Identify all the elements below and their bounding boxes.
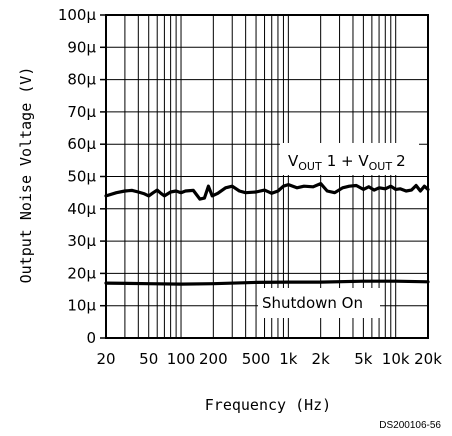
y-tick-label: 60µ (67, 135, 96, 153)
x-tick-label: 5k (354, 350, 373, 368)
x-tick-label: 50 (139, 350, 158, 368)
y-tick-label: 0 (86, 329, 96, 347)
figure-code: DS200106-56 (379, 420, 441, 431)
series-2-label: Shutdown On (262, 294, 363, 312)
series-2-line (104, 279, 430, 286)
y-tick-label: 50µ (67, 168, 96, 186)
y-tick-label: 80µ (67, 71, 96, 89)
annotations-layer: VOUT 1 + VOUT 2 Shutdown On (258, 143, 419, 318)
y-tick-labels: 0 10µ 20µ 30µ 40µ 50µ 60µ 70µ 80µ 90µ 100µ (58, 6, 97, 347)
x-tick-label: 500 (242, 350, 271, 368)
y-tick-label: 90µ (67, 38, 96, 56)
y-tick-label: 20µ (67, 264, 96, 282)
series-1-line (104, 182, 430, 201)
series-2-label-mask (258, 288, 380, 318)
x-tick-label: 200 (199, 350, 228, 368)
x-tick-labels: 20 50 100 200 500 1k 2k 5k 10k 20k (96, 350, 442, 368)
y-tick-label: 10µ (67, 297, 96, 315)
x-tick-label: 20k (414, 350, 442, 368)
series-1-label-mask (280, 143, 419, 175)
x-tick-label: 20 (96, 350, 115, 368)
y-tick-label: 30µ (67, 232, 96, 250)
y-tick-label: 100µ (58, 6, 97, 24)
x-tick-label: 2k (312, 350, 331, 368)
x-tick-label: 10k (382, 350, 410, 368)
plot-frame (105, 14, 429, 339)
x-tick-label: 1k (279, 350, 298, 368)
x-axis-title: Frequency (Hz) (205, 396, 331, 414)
x-tick-label: 100 (167, 350, 196, 368)
y-tick-label: 70µ (67, 103, 96, 121)
y-axis-title: Output Noise Voltage (V) (17, 67, 35, 284)
series-layer (104, 182, 430, 286)
y-tick-label: 40µ (67, 200, 96, 218)
series-1-label: VOUT 1 + VOUT 2 (288, 152, 406, 173)
